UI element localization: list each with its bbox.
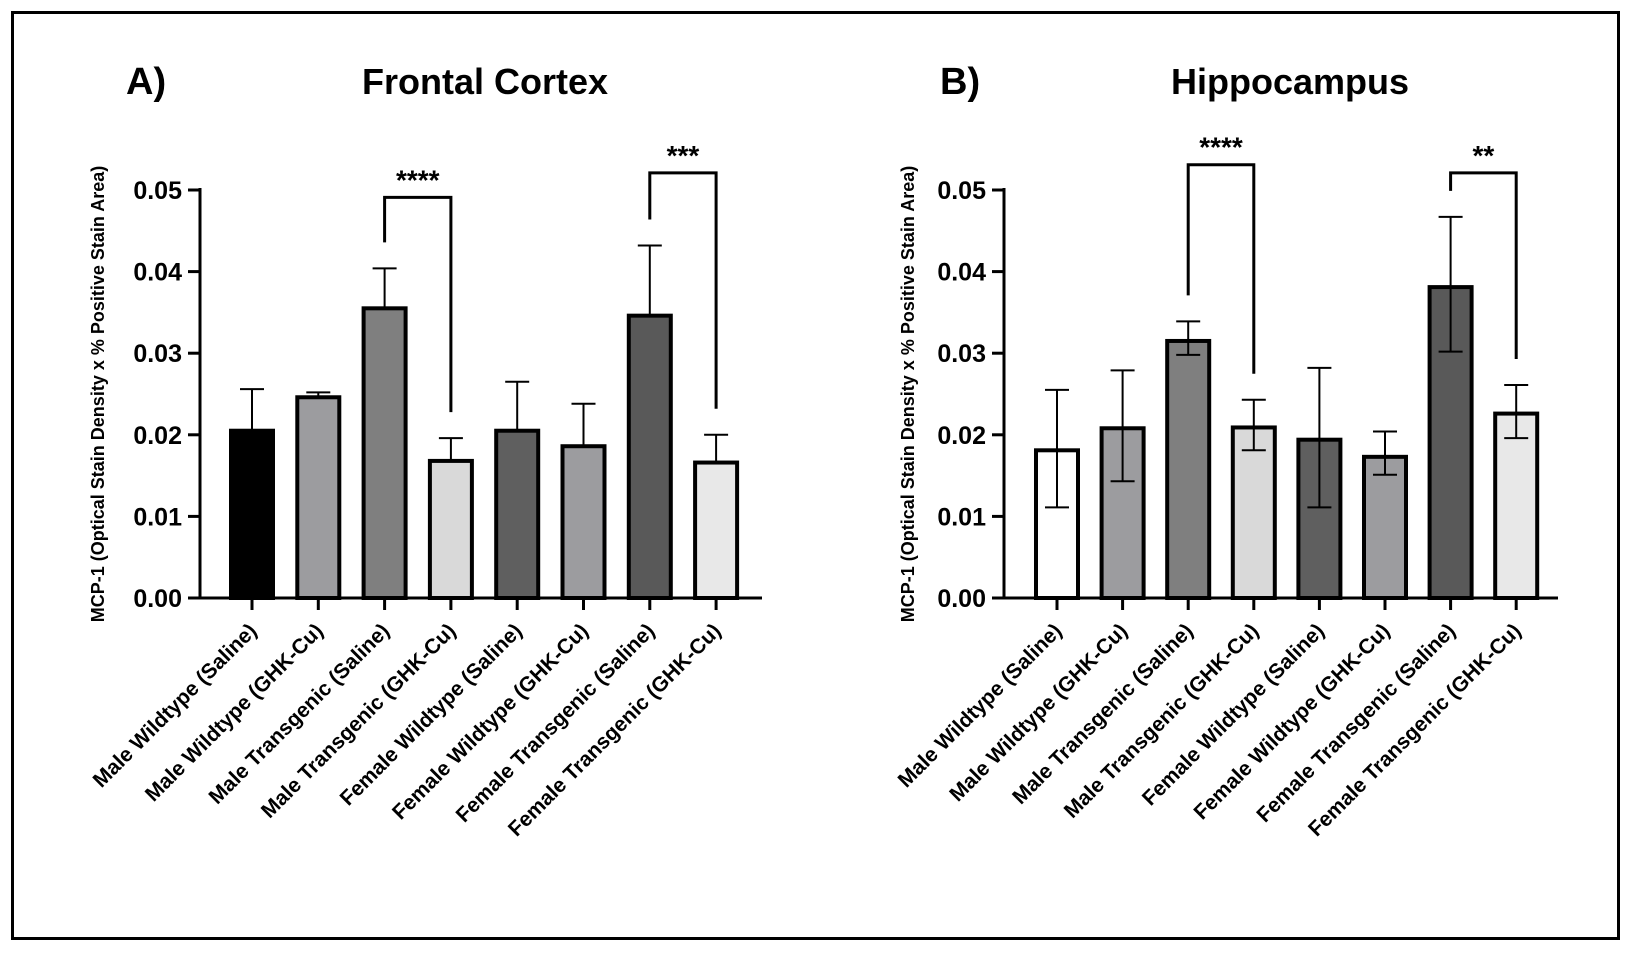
y-tick-label: 0.01 — [937, 503, 986, 531]
bar — [1034, 448, 1080, 600]
y-tick-label: 0.04 — [133, 259, 182, 287]
bar — [560, 444, 607, 600]
bar — [427, 458, 474, 600]
chart-title: Hippocampus — [1171, 61, 1409, 102]
significance-label: **** — [1199, 132, 1243, 163]
y-tick-label: 0.00 — [937, 585, 986, 613]
bar — [295, 395, 342, 600]
bar — [693, 460, 740, 600]
significance-label: ** — [1473, 140, 1495, 171]
significance-label: **** — [396, 164, 440, 195]
y-tick-label: 0.05 — [133, 177, 182, 205]
figure-frame — [11, 11, 1620, 940]
bar — [1230, 425, 1277, 600]
panel-frontal-cortex: A) Frontal Cortex MCP-1 (Optical Stain Den… — [88, 61, 762, 841]
bar — [1296, 437, 1343, 601]
significance-label: *** — [667, 140, 700, 171]
y-tick-label: 0.01 — [133, 503, 182, 531]
significance-bracket — [648, 171, 718, 409]
y-tick-label: 0.05 — [937, 177, 986, 205]
y-axis-title: MCP-1 (Optical Stain Density x % Positiv… — [898, 166, 918, 622]
y-tick-label: 0.00 — [133, 585, 182, 613]
significance-bracket — [1186, 163, 1256, 374]
bar — [1362, 454, 1408, 600]
y-tick-label: 0.03 — [937, 340, 986, 368]
chart-title: Frontal Cortex — [362, 61, 608, 102]
bar — [229, 428, 275, 600]
bar — [1493, 411, 1540, 601]
bar — [494, 428, 541, 600]
bar — [361, 306, 408, 600]
panel-hippocampus: B) Hippocampus MCP-1 (Optical Stain Densit… — [894, 61, 1558, 841]
y-tick-label: 0.04 — [937, 259, 986, 287]
bar — [1165, 338, 1212, 600]
significance-bracket — [383, 195, 453, 413]
y-tick-label: 0.03 — [133, 340, 182, 368]
y-axis-title: MCP-1 (Optical Stain Density x % Positiv… — [88, 166, 108, 622]
significance-bracket — [1449, 171, 1518, 360]
y-tick-label: 0.02 — [937, 422, 986, 450]
y-tick-label: 0.02 — [133, 422, 182, 450]
bar — [626, 313, 673, 600]
panel-label: A) — [126, 61, 166, 103]
panel-label: B) — [940, 61, 980, 103]
